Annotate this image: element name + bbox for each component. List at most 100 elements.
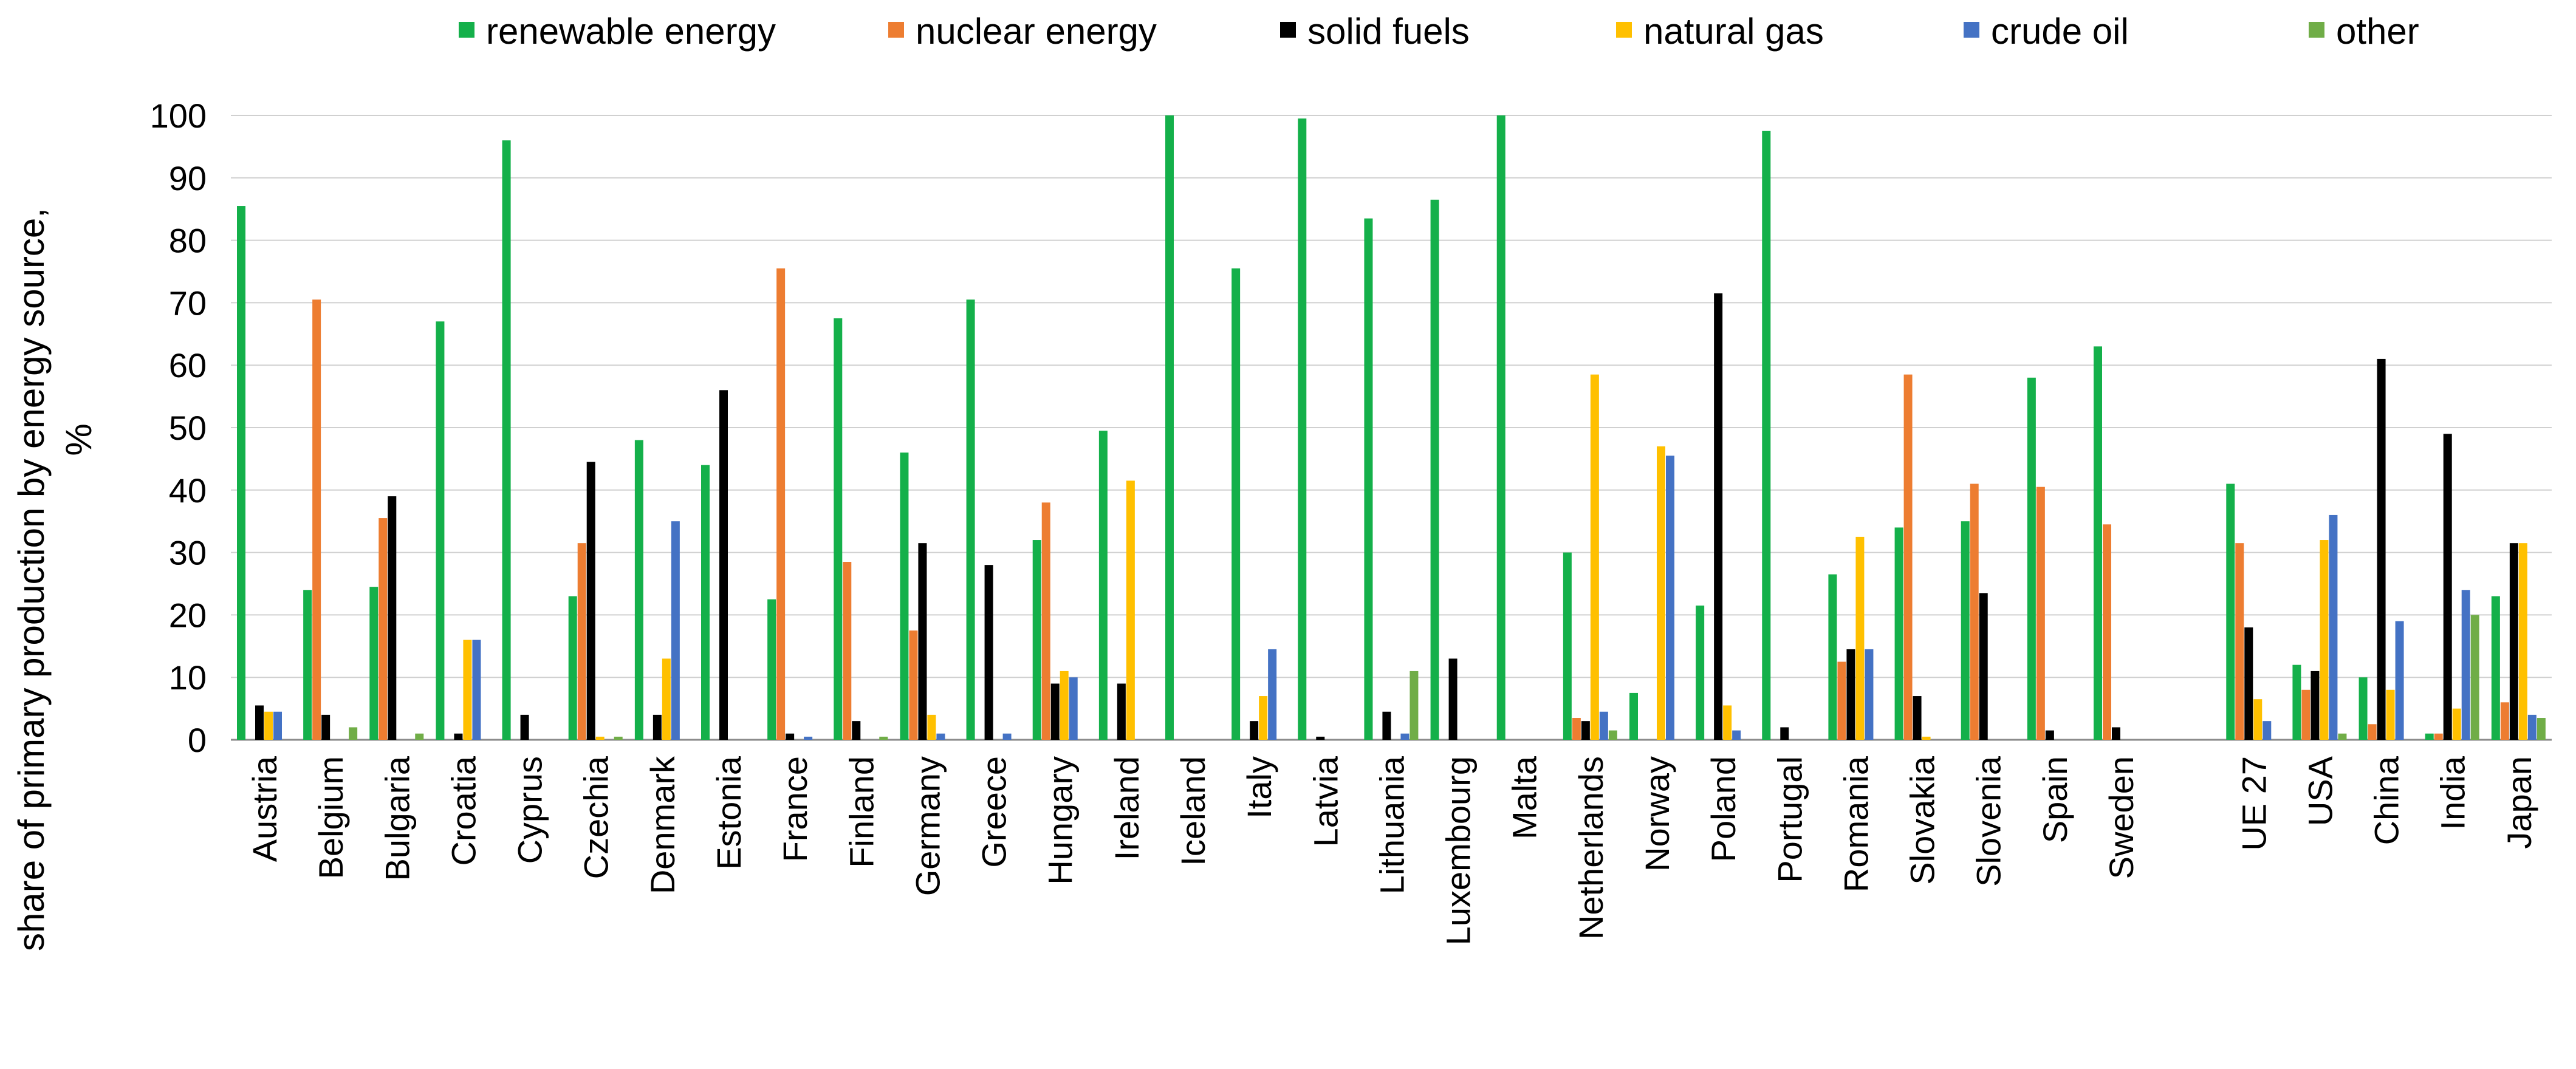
bar-ue-27-solid-fuels bbox=[2244, 627, 2253, 740]
bar-lithuania-renewable-energy bbox=[1364, 218, 1373, 740]
bar-estonia-renewable-energy bbox=[701, 465, 710, 740]
bar-malta-renewable-energy bbox=[1496, 115, 1506, 740]
bar-netherlands-nuclear-energy bbox=[1572, 718, 1581, 740]
bar-czechia-nuclear-energy bbox=[577, 543, 586, 740]
bar-italy-renewable-energy bbox=[1231, 268, 1241, 740]
bars bbox=[237, 115, 2546, 740]
x-tick-label: Luxembourg bbox=[1439, 756, 1478, 945]
legend-label-renewable-energy: renewable energy bbox=[486, 11, 776, 52]
bar-latvia-solid-fuels bbox=[1316, 736, 1325, 740]
x-tick-label: Romania bbox=[1837, 756, 1875, 892]
bar-usa-natural-gas bbox=[2320, 540, 2329, 740]
bar-belgium-renewable-energy bbox=[303, 590, 312, 740]
x-tick-label: Cyprus bbox=[511, 756, 549, 864]
x-tick-label: UE 27 bbox=[2235, 756, 2273, 851]
bar-japan-crude-oil bbox=[2527, 714, 2537, 740]
bar-lithuania-other bbox=[1410, 671, 1419, 740]
bar-slovakia-natural-gas bbox=[1922, 736, 1931, 740]
bar-ue-27-natural-gas bbox=[2253, 699, 2263, 740]
bar-bulgaria-other bbox=[415, 733, 424, 740]
bar-sweden-renewable-energy bbox=[2094, 346, 2102, 740]
x-tick-label: France bbox=[776, 756, 814, 862]
x-tick-label: India bbox=[2434, 756, 2472, 830]
x-tick-label: Germany bbox=[908, 756, 947, 896]
x-tick-label: Czechia bbox=[577, 756, 615, 879]
legend-label-other: other bbox=[2336, 11, 2419, 52]
bar-hungary-renewable-energy bbox=[1032, 540, 1041, 740]
bar-ireland-natural-gas bbox=[1126, 480, 1135, 740]
bar-spain-nuclear-energy bbox=[2036, 487, 2045, 740]
x-tick-label: China bbox=[2368, 756, 2406, 845]
bar-ue-27-crude-oil bbox=[2263, 721, 2272, 740]
x-tick-label: Sweden bbox=[2102, 756, 2140, 879]
bar-netherlands-crude-oil bbox=[1599, 711, 1608, 740]
x-tick-label: Spain bbox=[2036, 756, 2074, 843]
bar-china-natural-gas bbox=[2386, 689, 2395, 740]
x-tick-label: Poland bbox=[1704, 756, 1742, 862]
bar-croatia-renewable-energy bbox=[436, 321, 445, 740]
x-tick-label: USA bbox=[2301, 756, 2339, 826]
bar-china-crude-oil bbox=[2395, 621, 2404, 740]
bar-belgium-nuclear-energy bbox=[312, 299, 321, 740]
bar-romania-nuclear-energy bbox=[1837, 661, 1846, 740]
x-tick-label: Malta bbox=[1506, 756, 1544, 839]
x-tick-label: Lithuania bbox=[1372, 756, 1411, 894]
bar-spain-solid-fuels bbox=[2045, 730, 2054, 740]
bar-slovakia-solid-fuels bbox=[1913, 696, 1922, 740]
x-tick-label: Slovakia bbox=[1903, 756, 1942, 885]
y-tick-label: 0 bbox=[188, 721, 207, 759]
bar-germany-renewable-energy bbox=[900, 453, 909, 740]
bar-bulgaria-renewable-energy bbox=[369, 587, 379, 740]
y-tick-label: 50 bbox=[169, 409, 207, 447]
y-tick-label: 40 bbox=[169, 471, 207, 510]
bar-italy-natural-gas bbox=[1259, 696, 1268, 740]
bar-croatia-solid-fuels bbox=[454, 733, 463, 740]
bar-bulgaria-nuclear-energy bbox=[379, 518, 388, 740]
bar-usa-renewable-energy bbox=[2292, 664, 2301, 740]
bar-japan-solid-fuels bbox=[2509, 543, 2518, 740]
bar-netherlands-solid-fuels bbox=[1581, 721, 1590, 740]
bar-hungary-natural-gas bbox=[1060, 671, 1069, 740]
bar-slovakia-renewable-energy bbox=[1894, 527, 1903, 740]
bar-netherlands-natural-gas bbox=[1590, 374, 1599, 740]
bar-luxembourg-renewable-energy bbox=[1430, 199, 1439, 740]
bar-belgium-solid-fuels bbox=[321, 714, 331, 740]
x-tick-label: Slovenia bbox=[1970, 756, 2008, 887]
bar-italy-solid-fuels bbox=[1250, 721, 1259, 740]
bar-ireland-solid-fuels bbox=[1117, 683, 1126, 740]
legend-label-solid-fuels: solid fuels bbox=[1307, 11, 1470, 52]
bar-finland-other bbox=[879, 736, 888, 740]
bar-luxembourg-solid-fuels bbox=[1448, 658, 1458, 740]
bar-japan-natural-gas bbox=[2518, 543, 2527, 740]
bar-france-crude-oil bbox=[804, 736, 813, 740]
bar-romania-crude-oil bbox=[1865, 649, 1874, 740]
y-tick-label: 20 bbox=[169, 596, 207, 634]
legend-label-natural-gas: natural gas bbox=[1643, 11, 1824, 52]
bar-france-solid-fuels bbox=[786, 733, 795, 740]
bar-belgium-other bbox=[349, 727, 358, 740]
legend-swatch-nuclear-energy bbox=[888, 22, 904, 38]
bar-norway-renewable-energy bbox=[1629, 692, 1638, 740]
bar-slovenia-renewable-energy bbox=[1961, 521, 1970, 740]
bar-cyprus-solid-fuels bbox=[520, 714, 529, 740]
bar-usa-solid-fuels bbox=[2311, 671, 2320, 740]
bar-czechia-other bbox=[614, 736, 623, 740]
x-tick-label: Norway bbox=[1638, 756, 1676, 872]
bar-japan-nuclear-energy bbox=[2500, 702, 2509, 740]
bar-czechia-solid-fuels bbox=[586, 462, 595, 740]
y-tick-label: 60 bbox=[169, 346, 207, 384]
x-tick-label: Estonia bbox=[710, 756, 748, 870]
legend-swatch-crude-oil bbox=[1964, 22, 1979, 38]
bar-germany-natural-gas bbox=[927, 714, 936, 740]
bar-croatia-crude-oil bbox=[472, 640, 481, 740]
x-tick-label: Ireland bbox=[1108, 756, 1146, 860]
bar-india-renewable-energy bbox=[2425, 733, 2434, 740]
y-tick-label: 30 bbox=[169, 534, 207, 572]
bar-austria-renewable-energy bbox=[237, 206, 245, 740]
bar-czechia-natural-gas bbox=[595, 736, 605, 740]
bar-poland-crude-oil bbox=[1732, 730, 1741, 740]
bar-india-other bbox=[2470, 615, 2479, 740]
x-tick-label: Greece bbox=[975, 756, 1013, 868]
x-tick-label: Latvia bbox=[1306, 756, 1345, 847]
